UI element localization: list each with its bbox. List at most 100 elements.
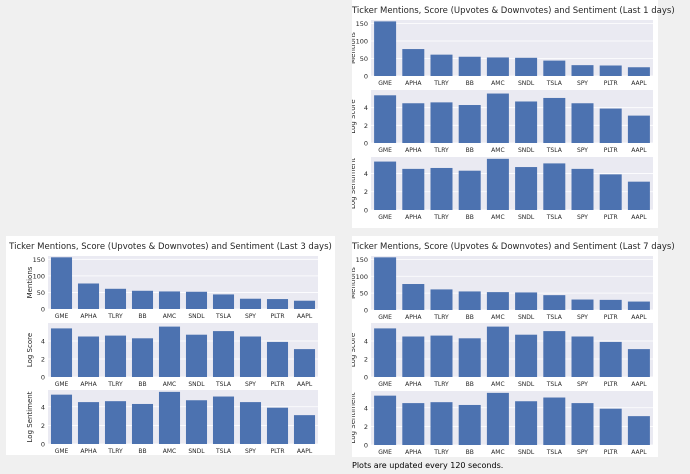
bar-pltr xyxy=(599,108,622,143)
bar-gme xyxy=(50,328,73,377)
y-tick-label: 4 xyxy=(364,170,368,178)
x-tick-label: SPY xyxy=(245,381,256,388)
y-tick-label: 150 xyxy=(356,256,368,264)
bar-tlry xyxy=(104,335,127,377)
y-axis-label: Mentions xyxy=(26,266,34,298)
bar-aapl xyxy=(627,301,650,310)
bar-spy xyxy=(239,298,262,309)
chart-figure: 0 50 100 150 GME APHA TLRY BB AMC SNDL TSLA SPY PLTR… xyxy=(352,256,653,456)
x-tick-label: BB xyxy=(466,449,474,456)
bar-amc xyxy=(486,326,509,377)
x-tick-label: AMC xyxy=(163,313,176,320)
y-axis-label: Log Sentiment xyxy=(352,392,357,443)
x-tick-label: TLRY xyxy=(433,147,449,154)
bar-aapl xyxy=(627,115,650,143)
bar-apha xyxy=(402,336,425,377)
bar-apha xyxy=(77,336,100,377)
subplot-log-score: 0 2 4 GME APHA TLRY BB AMC SNDL TSLA SPY PLTR AAPL Lo… xyxy=(26,323,318,388)
x-tick-label: PLTR xyxy=(271,381,285,388)
x-tick-label: TSLA xyxy=(546,147,563,154)
y-tick-label: 2 xyxy=(364,122,368,130)
bar-amc xyxy=(158,391,181,444)
x-tick-label: SNDL xyxy=(518,214,535,221)
y-tick-label: 150 xyxy=(356,20,368,28)
x-tick-label: APHA xyxy=(405,449,422,456)
bar-spy xyxy=(571,299,594,310)
x-tick-label: AAPL xyxy=(297,448,313,455)
x-tick-label: TLRY xyxy=(433,80,449,87)
x-tick-label: TSLA xyxy=(546,314,563,321)
y-tick-label: 50 xyxy=(360,290,368,298)
x-tick-label: SNDL xyxy=(518,80,535,87)
y-tick-label: 0 xyxy=(364,73,368,81)
x-tick-label: AMC xyxy=(491,449,504,456)
x-tick-label: SNDL xyxy=(188,381,205,388)
bar-amc xyxy=(486,392,509,445)
chart-panel-last-1-days: Ticker Mentions, Score (Upvotes & Downvo… xyxy=(352,0,675,228)
subplot-mentions: 0 50 100 150 GME APHA TLRY BB AMC SNDL TSLA SPY PLTR… xyxy=(352,20,653,87)
bar-amc xyxy=(486,93,509,143)
subplot-log-sentiment: 0 2 4 GME APHA TLRY BB AMC SNDL TSLA SPY PLTR AAPL Lo… xyxy=(26,390,318,455)
x-tick-label: PLTR xyxy=(604,147,618,154)
x-tick-label: AMC xyxy=(491,80,504,87)
y-axis-label: Log Score xyxy=(352,99,357,133)
bar-bb xyxy=(458,291,481,310)
y-tick-label: 100 xyxy=(356,273,368,281)
chart-title: Ticker Mentions, Score (Upvotes & Downvo… xyxy=(352,242,675,252)
bar-tsla xyxy=(543,397,566,445)
bar-tlry xyxy=(104,288,127,309)
y-tick-label: 50 xyxy=(360,55,368,63)
subplot-log-score: 0 2 4 GME APHA TLRY BB AMC SNDL TSLA SPY PLTR AAPL Lo… xyxy=(352,90,653,154)
bar-spy xyxy=(239,336,262,377)
y-tick-label: 2 xyxy=(41,422,45,430)
y-tick-label: 0 xyxy=(364,140,368,148)
y-tick-label: 4 xyxy=(364,338,368,346)
bar-gme xyxy=(50,257,73,309)
x-tick-label: SNDL xyxy=(518,449,535,456)
y-tick-label: 0 xyxy=(41,306,45,314)
bar-amc xyxy=(486,57,509,76)
x-tick-label: BB xyxy=(466,381,474,388)
x-tick-label: SPY xyxy=(245,313,256,320)
x-tick-label: BB xyxy=(466,80,474,87)
bar-aapl xyxy=(293,415,316,444)
bar-tsla xyxy=(212,396,235,444)
y-tick-label: 0 xyxy=(364,374,368,382)
y-tick-label: 2 xyxy=(364,423,368,431)
bar-tsla xyxy=(543,60,566,76)
x-tick-label: AAPL xyxy=(631,381,647,388)
bar-pltr xyxy=(266,299,289,309)
bar-apha xyxy=(402,49,425,76)
bar-apha xyxy=(402,168,425,210)
bar-apha xyxy=(402,284,425,310)
bar-spy xyxy=(571,403,594,445)
y-axis-label: Mentions xyxy=(352,267,357,299)
y-tick-label: 0 xyxy=(41,441,45,449)
subplot-mentions: 0 50 100 150 GME APHA TLRY BB AMC SNDL TSLA SPY PLTR… xyxy=(26,256,318,320)
update-note: Plots are updated every 120 seconds. xyxy=(352,461,504,470)
x-tick-label: PLTR xyxy=(604,80,618,87)
x-tick-label: GME xyxy=(378,214,392,221)
y-tick-label: 4 xyxy=(364,104,368,112)
bar-bb xyxy=(458,56,481,76)
bar-aapl xyxy=(293,300,316,309)
bar-tsla xyxy=(543,331,566,377)
bar-amc xyxy=(158,326,181,377)
bar-aapl xyxy=(627,67,650,76)
bar-sndl xyxy=(185,334,208,377)
bar-spy xyxy=(571,103,594,143)
bar-pltr xyxy=(599,408,622,445)
x-tick-label: SNDL xyxy=(188,448,205,455)
x-tick-label: SNDL xyxy=(518,381,535,388)
bar-gme xyxy=(374,257,397,310)
x-tick-label: TSLA xyxy=(546,214,563,221)
x-tick-label: TSLA xyxy=(546,449,563,456)
y-axis-label: Mentions xyxy=(352,32,357,64)
y-tick-label: 100 xyxy=(356,38,368,46)
x-tick-label: AAPL xyxy=(631,147,647,154)
x-tick-label: GME xyxy=(55,313,69,320)
x-tick-label: TSLA xyxy=(215,313,232,320)
bar-sndl xyxy=(185,400,208,444)
x-tick-label: TLRY xyxy=(107,381,123,388)
x-tick-label: APHA xyxy=(80,313,97,320)
